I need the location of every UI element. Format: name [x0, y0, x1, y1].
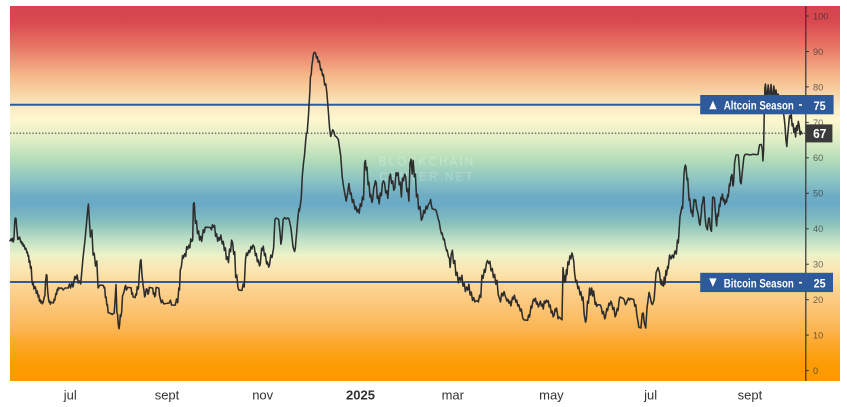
svg-text:mar: mar: [442, 388, 465, 403]
svg-text:sept: sept: [155, 388, 180, 403]
svg-text:2025: 2025: [346, 388, 375, 403]
svg-text:30: 30: [813, 260, 823, 270]
svg-text:25: 25: [814, 279, 827, 291]
svg-text:80: 80: [813, 82, 823, 92]
svg-text:75: 75: [814, 101, 827, 113]
svg-text:CENTER.NET: CENTER.NET: [379, 171, 474, 183]
svg-text:nov: nov: [252, 388, 273, 403]
svg-text:sept: sept: [738, 388, 763, 403]
svg-text:jul: jul: [643, 388, 657, 403]
svg-text:BLOCKCHAIN: BLOCKCHAIN: [379, 157, 476, 169]
svg-text:Altcoin Season: Altcoin Season: [724, 101, 794, 113]
svg-text:60: 60: [813, 153, 823, 163]
svg-text:20: 20: [813, 295, 823, 305]
svg-text:100: 100: [813, 11, 828, 21]
svg-text:0: 0: [813, 366, 818, 376]
svg-text:Bitcoin Season: Bitcoin Season: [724, 278, 794, 290]
svg-text:50: 50: [813, 189, 823, 199]
svg-text:jul: jul: [63, 388, 77, 403]
svg-text:may: may: [539, 388, 564, 403]
svg-text:70: 70: [813, 118, 823, 128]
svg-text:90: 90: [813, 47, 823, 57]
svg-text:67: 67: [813, 126, 826, 141]
svg-text:10: 10: [813, 331, 823, 341]
svg-text:40: 40: [813, 224, 823, 234]
